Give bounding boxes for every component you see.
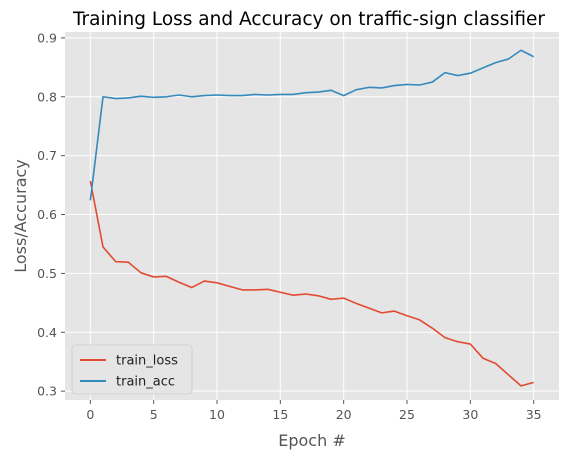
legend-label-train-loss: train_loss — [116, 354, 178, 369]
y-tick-label: 0.3 — [37, 384, 57, 399]
axis-ticks: 0 5 10 15 20 25 30 35 0.3 0.4 0.5 0.6 0.7 0.8 0.9 — [37, 30, 542, 422]
x-tick-label: 20 — [336, 407, 352, 422]
x-tick-label: 10 — [209, 407, 225, 422]
y-tick-label: 0.9 — [37, 30, 57, 45]
legend: train_loss train_acc — [71, 344, 193, 395]
y-axis-label: Loss/Accuracy — [11, 159, 30, 273]
y-tick-label: 0.8 — [37, 89, 57, 104]
x-tick-label: 25 — [399, 407, 415, 422]
y-tick-label: 0.4 — [37, 325, 57, 340]
chart-title: Training Loss and Accuracy on traffic-si… — [72, 9, 545, 30]
series-line-train-acc — [89, 49, 535, 201]
plot-area — [65, 32, 559, 400]
x-tick-label: 35 — [526, 407, 542, 422]
x-tick-label: 30 — [462, 407, 478, 422]
y-tick-label: 0.5 — [37, 266, 57, 281]
x-tick-label: 5 — [150, 407, 158, 422]
y-tick-label: 0.7 — [37, 148, 57, 163]
x-tick-label: 15 — [272, 407, 288, 422]
legend-label-train-acc: train_acc — [116, 375, 175, 390]
x-axis-label: Epoch # — [278, 431, 345, 450]
x-tick-label: 0 — [86, 407, 94, 422]
series-lines — [89, 49, 535, 387]
y-tick-label: 0.6 — [37, 207, 57, 222]
series-line-train-loss — [89, 180, 534, 387]
